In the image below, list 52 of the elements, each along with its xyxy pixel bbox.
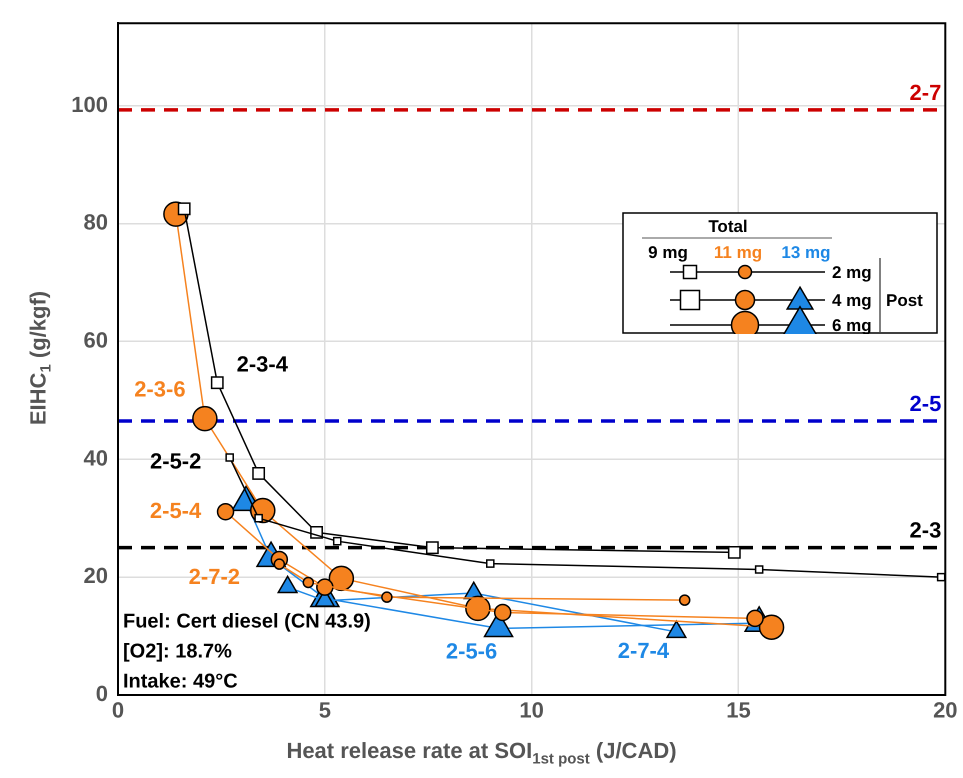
point [332, 536, 342, 546]
point [225, 453, 234, 462]
annotation: Post [886, 291, 924, 310]
point [728, 546, 741, 559]
point [328, 566, 354, 592]
point [758, 614, 784, 640]
annotation: 2-7 [910, 80, 942, 105]
point [252, 467, 266, 480]
x-tick-label: 15 [726, 697, 751, 722]
annotation: 11 mg [714, 243, 762, 262]
x-tick-label: 5 [318, 697, 331, 722]
point [254, 514, 263, 522]
annotation: 2-5-6 [446, 638, 498, 664]
annotation: 9 mg [648, 243, 688, 262]
point [381, 591, 393, 603]
annotation: Intake: 49°C [123, 670, 238, 693]
point [678, 594, 690, 606]
annotation: 13 mg [781, 243, 831, 262]
point [216, 502, 234, 520]
point [936, 572, 946, 582]
y-tick-label: 60 [84, 327, 108, 352]
annotation: 2-5 [910, 391, 942, 416]
annotation: 2-3-6 [134, 376, 186, 402]
legend-title: Total [708, 217, 748, 236]
point [316, 578, 334, 596]
annotation: 2-5-2 [150, 448, 202, 474]
annotation: 2-3 [910, 518, 942, 543]
y-tick-label: 80 [84, 210, 108, 235]
point [426, 541, 439, 554]
y-tick-label: 0 [96, 681, 108, 706]
y-tick-label: 40 [84, 445, 108, 470]
point [210, 376, 224, 390]
annotation: Fuel: Cert diesel (CN 43.9) [123, 610, 371, 633]
y-tick-label: 100 [71, 92, 108, 117]
y-tick-label: 20 [84, 563, 108, 588]
x-axis-title: Heat release rate at SOI$_{1st post}$ (J/CAD) [285, 738, 678, 768]
point [754, 565, 764, 574]
annotation: 2-7-2 [188, 564, 240, 590]
annotation: 2-5-4 [150, 498, 202, 523]
x-tick-label: 20 [933, 697, 958, 722]
point [302, 576, 314, 588]
x-tick-label: 0 [112, 697, 124, 722]
annotation: [O2]: 18.7% [123, 640, 232, 663]
point [192, 406, 218, 432]
x-tick-label: 10 [519, 697, 544, 722]
annotation: 2-7-4 [618, 638, 670, 664]
point [494, 604, 512, 622]
point [178, 202, 191, 216]
annotation: 4 mg [832, 291, 872, 310]
annotation: 2-3-4 [236, 352, 289, 377]
annotation: 2 mg [832, 263, 872, 282]
point [486, 559, 495, 568]
